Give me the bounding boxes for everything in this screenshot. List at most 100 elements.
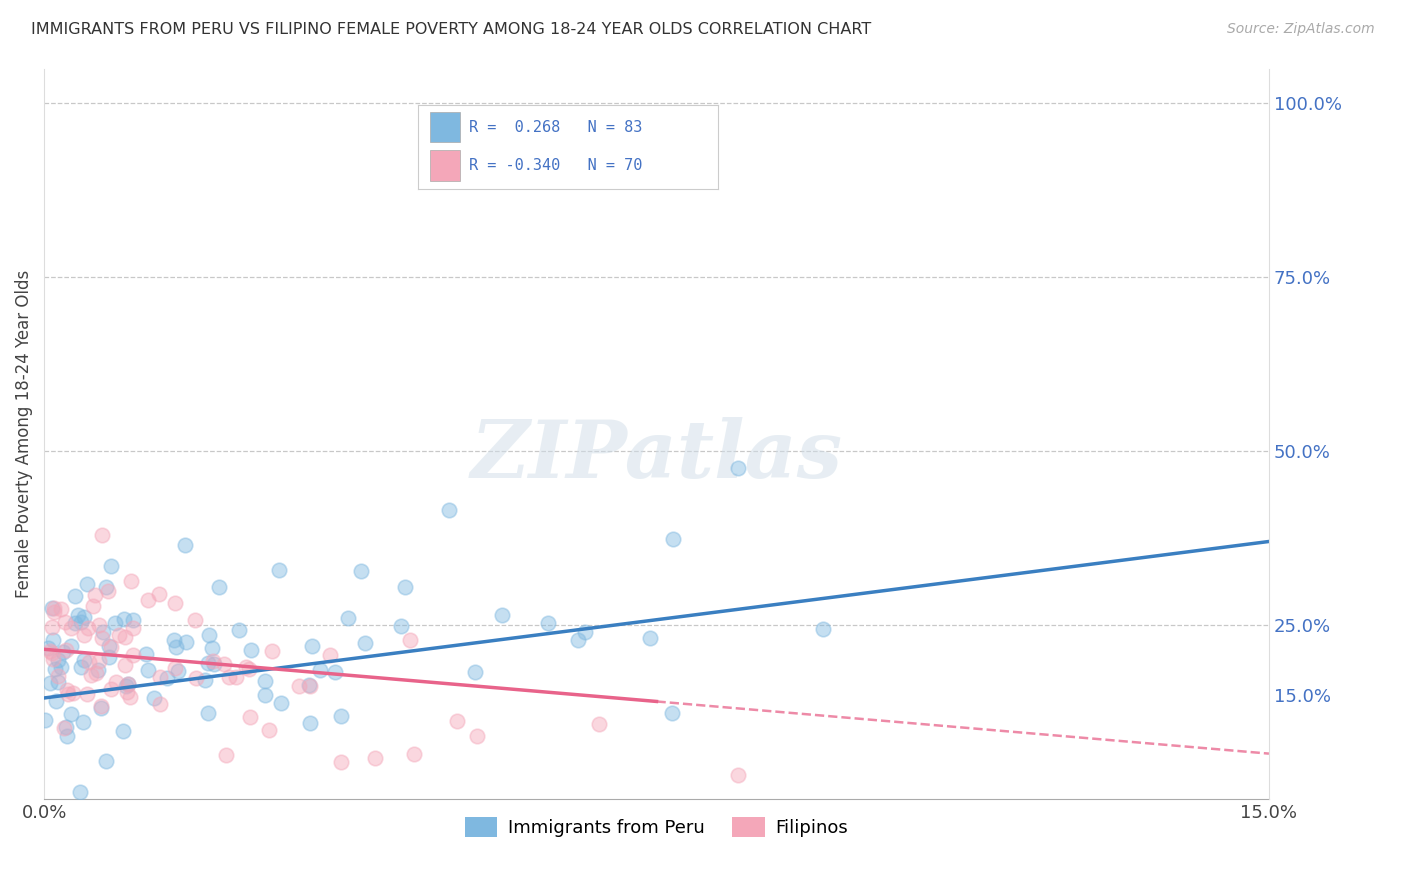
Point	[184, 671, 207, 685]
Point	[44, 605, 66, 619]
Point	[120, 574, 142, 589]
Point	[122, 621, 145, 635]
Point	[350, 564, 373, 578]
Point	[208, 580, 231, 594]
Point	[218, 670, 240, 684]
Point	[55, 642, 77, 657]
Point	[58, 687, 80, 701]
Point	[41, 620, 63, 634]
Point	[215, 747, 238, 762]
Point	[97, 584, 120, 599]
Point	[112, 612, 135, 626]
Point	[39, 676, 62, 690]
Point	[148, 587, 170, 601]
Point	[55, 615, 77, 629]
Point	[389, 619, 412, 633]
Point	[239, 710, 262, 724]
Point	[117, 677, 139, 691]
Point	[537, 615, 560, 630]
Point	[638, 631, 661, 645]
Point	[55, 719, 77, 733]
Point	[91, 527, 114, 541]
Point	[42, 600, 65, 615]
Point	[446, 714, 468, 728]
Point	[73, 610, 96, 624]
Point	[114, 630, 136, 644]
Point	[46, 674, 69, 689]
Point	[163, 661, 186, 675]
Point	[44, 662, 66, 676]
Text: IMMIGRANTS FROM PERU VS FILIPINO FEMALE POVERTY AMONG 18-24 YEAR OLDS CORRELATIO: IMMIGRANTS FROM PERU VS FILIPINO FEMALE …	[31, 22, 872, 37]
Point	[46, 653, 69, 667]
Point	[135, 647, 157, 661]
Point	[811, 623, 834, 637]
Point	[354, 635, 377, 649]
Point	[238, 662, 260, 676]
Point	[662, 532, 685, 546]
Point	[163, 596, 186, 610]
Point	[212, 657, 235, 672]
Point	[202, 654, 225, 668]
Point	[76, 577, 98, 591]
Point	[63, 589, 86, 603]
Point	[100, 681, 122, 696]
Point	[82, 599, 104, 614]
Point	[491, 607, 513, 622]
Point	[73, 628, 96, 642]
Point	[98, 640, 121, 654]
Point	[77, 656, 100, 670]
Point	[253, 688, 276, 702]
Point	[240, 642, 263, 657]
Point	[163, 632, 186, 647]
Point	[727, 768, 749, 782]
Point	[100, 559, 122, 574]
Point	[287, 680, 309, 694]
Point	[117, 676, 139, 690]
Point	[301, 640, 323, 654]
Point	[38, 644, 60, 658]
Point	[194, 673, 217, 687]
Point	[60, 621, 83, 635]
Point	[136, 592, 159, 607]
Point	[76, 687, 98, 701]
Point	[402, 747, 425, 761]
Point	[69, 615, 91, 630]
Point	[90, 699, 112, 714]
Point	[235, 660, 257, 674]
Point	[114, 657, 136, 672]
Point	[69, 660, 91, 674]
Point	[98, 649, 121, 664]
Point	[112, 723, 135, 738]
Point	[80, 667, 103, 681]
Point	[174, 635, 197, 649]
Point	[323, 665, 346, 679]
Point	[257, 723, 280, 737]
Point	[197, 706, 219, 721]
Point	[336, 611, 359, 625]
Point	[364, 751, 387, 765]
Legend: Immigrants from Peru, Filipinos: Immigrants from Peru, Filipinos	[458, 809, 855, 845]
Point	[121, 613, 143, 627]
Point	[49, 660, 72, 674]
Point	[121, 648, 143, 662]
Point	[115, 679, 138, 693]
Point	[72, 714, 94, 729]
Point	[73, 653, 96, 667]
Point	[165, 640, 187, 654]
Point	[329, 709, 352, 723]
Point	[270, 696, 292, 710]
Point	[574, 625, 596, 640]
Point	[104, 675, 127, 690]
Point	[464, 665, 486, 680]
Point	[309, 663, 332, 677]
Point	[394, 580, 416, 594]
Point	[298, 677, 321, 691]
Point	[197, 656, 219, 670]
Point	[104, 615, 127, 630]
Point	[41, 646, 63, 660]
Point	[91, 631, 114, 645]
Point	[63, 616, 86, 631]
Point	[173, 538, 195, 552]
Point	[136, 663, 159, 677]
Point	[298, 716, 321, 731]
